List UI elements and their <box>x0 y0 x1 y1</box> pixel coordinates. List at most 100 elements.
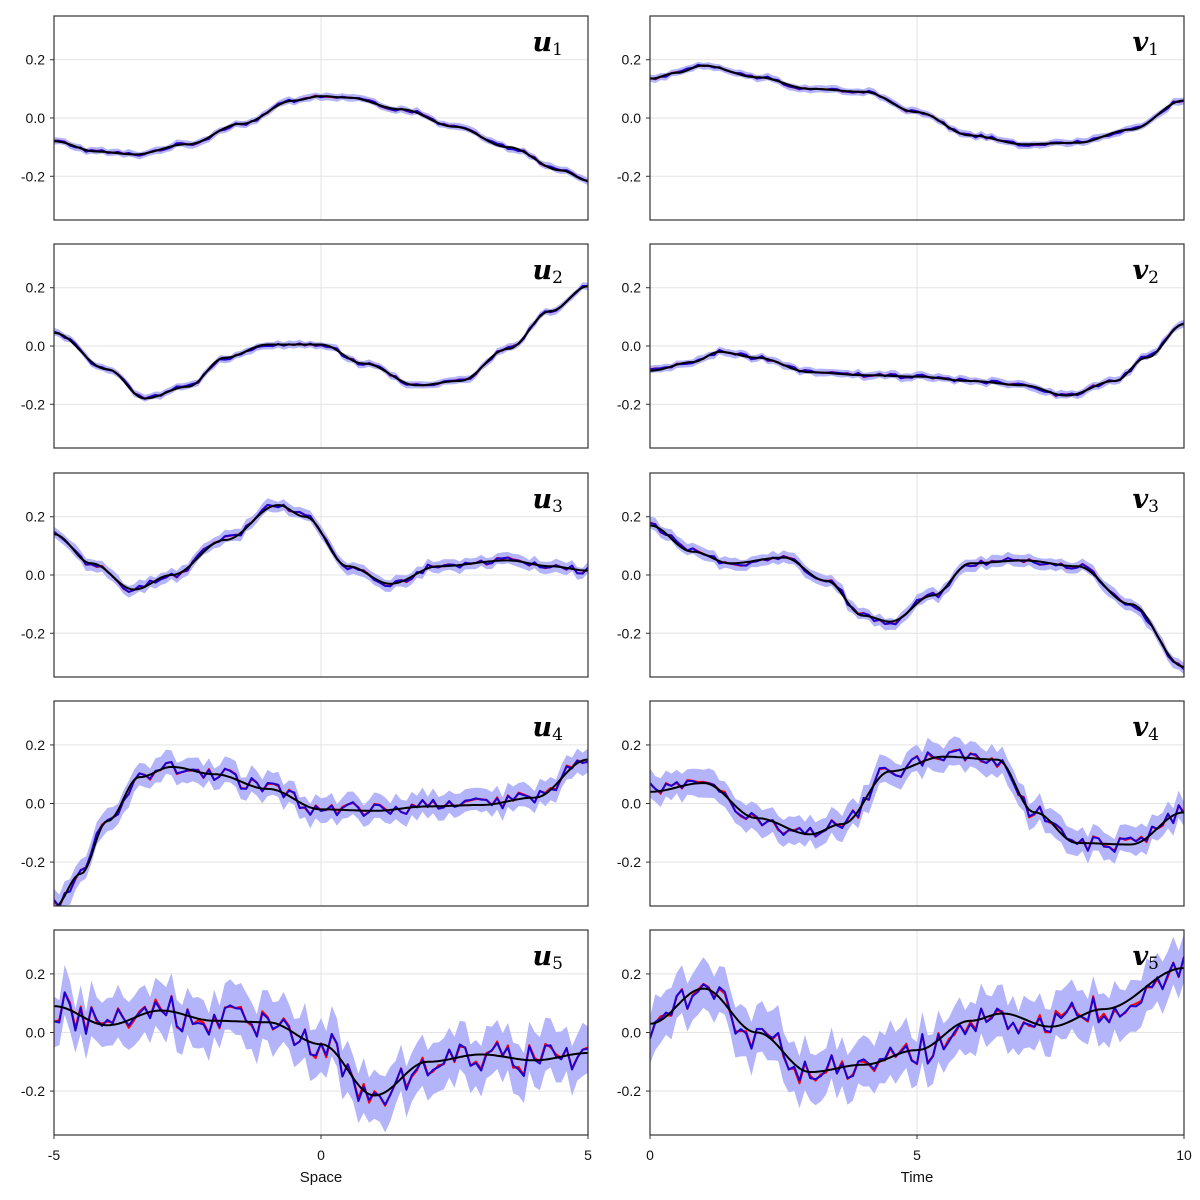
y-tick-label: -0.2 <box>21 396 45 412</box>
y-tick-label: -0.2 <box>617 1083 641 1099</box>
panel-letter: u <box>533 484 553 515</box>
y-tick-label: -0.2 <box>21 854 45 870</box>
panel-u3: -0.2 0.0 0.2 u3 <box>21 472 589 678</box>
panel-subscript: 3 <box>552 497 563 517</box>
y-tick-label: 0.0 <box>622 110 642 126</box>
panel-u2: -0.2 0.0 0.2 u2 <box>21 243 589 449</box>
x-tick-label: 0 <box>646 1147 654 1163</box>
panel-label-v3: v3 <box>1132 484 1159 517</box>
series-blue-v4 <box>650 748 1184 853</box>
plot-area-u3 <box>54 498 588 598</box>
y-tick-label: -0.2 <box>21 625 45 641</box>
series-black-u5 <box>54 1005 588 1097</box>
panel-label-v5: v5 <box>1132 941 1159 974</box>
y-tick-label: 0.0 <box>622 567 642 583</box>
panel-subscript: 1 <box>1148 40 1159 60</box>
y-tick-label: -0.2 <box>21 1083 45 1099</box>
y-tick-label: 0.2 <box>26 737 46 753</box>
x-tick-label: 10 <box>1176 1147 1192 1163</box>
y-tick-label: 0.2 <box>622 966 642 982</box>
panel-subscript: 3 <box>1148 497 1159 517</box>
panel-letter: u <box>533 27 553 58</box>
panel-label-u2: u2 <box>533 255 563 288</box>
x-axis-label-time: Time <box>901 1169 934 1186</box>
uncertainty-band-v5 <box>650 933 1184 1109</box>
y-tick-label: 0.2 <box>622 280 642 296</box>
panel-u4: -0.2 0.0 0.2 u4 <box>21 700 589 907</box>
series-black-v5 <box>650 967 1184 1073</box>
uncertainty-band-u5 <box>54 964 588 1133</box>
y-tick-label: 0.0 <box>26 567 46 583</box>
uncertainty-band-v4 <box>650 736 1184 864</box>
panel-letter: u <box>533 941 553 972</box>
y-tick-label: 0.2 <box>26 52 46 68</box>
y-tick-label: 0.2 <box>26 280 46 296</box>
series-black-v3 <box>650 524 1184 668</box>
plot-area-u1 <box>54 92 588 186</box>
series-black-v1 <box>650 64 1184 146</box>
panel-letter: v <box>1132 712 1148 743</box>
y-tick-label: -0.2 <box>617 168 641 184</box>
panel-subscript: 5 <box>1148 954 1159 974</box>
uncertainty-band-u1 <box>54 92 588 186</box>
panel-subscript: 2 <box>1148 268 1159 288</box>
panel-label-u5: u5 <box>533 941 563 974</box>
panel-label-v1: v1 <box>1132 27 1159 60</box>
series-black-v4 <box>650 755 1184 846</box>
y-tick-label: 0.0 <box>26 110 46 126</box>
y-tick-label: 0.2 <box>622 52 642 68</box>
plot-area-u5 <box>54 964 588 1133</box>
panel-label-u3: u3 <box>533 484 563 517</box>
panel-label-u1: u1 <box>533 27 563 60</box>
series-black-u1 <box>54 95 588 182</box>
series-black-u3 <box>54 504 588 591</box>
panel-letter: v <box>1132 27 1148 58</box>
panel-letter: v <box>1132 255 1148 286</box>
panel-v1: -0.2 0.0 0.2 v1 <box>617 15 1185 221</box>
y-tick-label: 0.2 <box>622 737 642 753</box>
y-tick-label: -0.2 <box>617 625 641 641</box>
y-tick-label: 0.0 <box>26 338 46 354</box>
panel-u1: -0.2 0.0 0.2 u1 <box>21 15 589 221</box>
y-tick-label: 0.2 <box>26 966 46 982</box>
uncertainty-band-u3 <box>54 498 588 598</box>
plot-area-v5 <box>650 933 1184 1109</box>
panel-letter: u <box>533 712 553 743</box>
panel-label-v4: v4 <box>1132 712 1159 745</box>
plot-area-v4 <box>650 736 1184 864</box>
panel-v2: -0.2 0.0 0.2 v2 <box>617 243 1185 449</box>
panel-subscript: 1 <box>552 40 563 60</box>
y-tick-label: -0.2 <box>617 396 641 412</box>
plot-area-u4 <box>54 748 588 906</box>
y-tick-label: 0.0 <box>622 338 642 354</box>
panel-letter: v <box>1132 941 1148 972</box>
panel-letter: v <box>1132 484 1148 515</box>
x-tick-label: 5 <box>913 1147 921 1163</box>
series-black-u2 <box>54 285 588 400</box>
panel-u5: -0.2 0.0 0.2 u5 -5 0 5 Space <box>21 929 592 1186</box>
y-tick-label: 0.2 <box>26 509 46 525</box>
y-tick-label: 0.0 <box>622 1025 642 1041</box>
panel-subscript: 4 <box>552 725 563 745</box>
x-axis-label-space: Space <box>300 1169 343 1186</box>
plot-area-v3 <box>650 516 1184 675</box>
y-tick-label: 0.2 <box>622 509 642 525</box>
y-tick-label: 0.0 <box>26 1025 46 1041</box>
panel-label-u4: u4 <box>533 712 563 745</box>
series-black-v2 <box>650 323 1184 397</box>
x-tick-label: 5 <box>584 1147 592 1163</box>
plot-area-v2 <box>650 319 1184 400</box>
panel-v4: -0.2 0.0 0.2 v4 <box>617 700 1185 907</box>
y-tick-label: 0.0 <box>622 796 642 812</box>
panel-letter: u <box>533 255 553 286</box>
panel-label-v2: v2 <box>1132 255 1159 288</box>
panel-subscript: 2 <box>552 268 563 288</box>
x-tick-label: 0 <box>317 1147 325 1163</box>
y-tick-label: -0.2 <box>617 854 641 870</box>
x-tick-label: -5 <box>48 1147 61 1163</box>
panel-v3: -0.2 0.0 0.2 v3 <box>617 472 1185 678</box>
plot-area-v1 <box>650 61 1184 150</box>
panel-subscript: 4 <box>1148 725 1159 745</box>
